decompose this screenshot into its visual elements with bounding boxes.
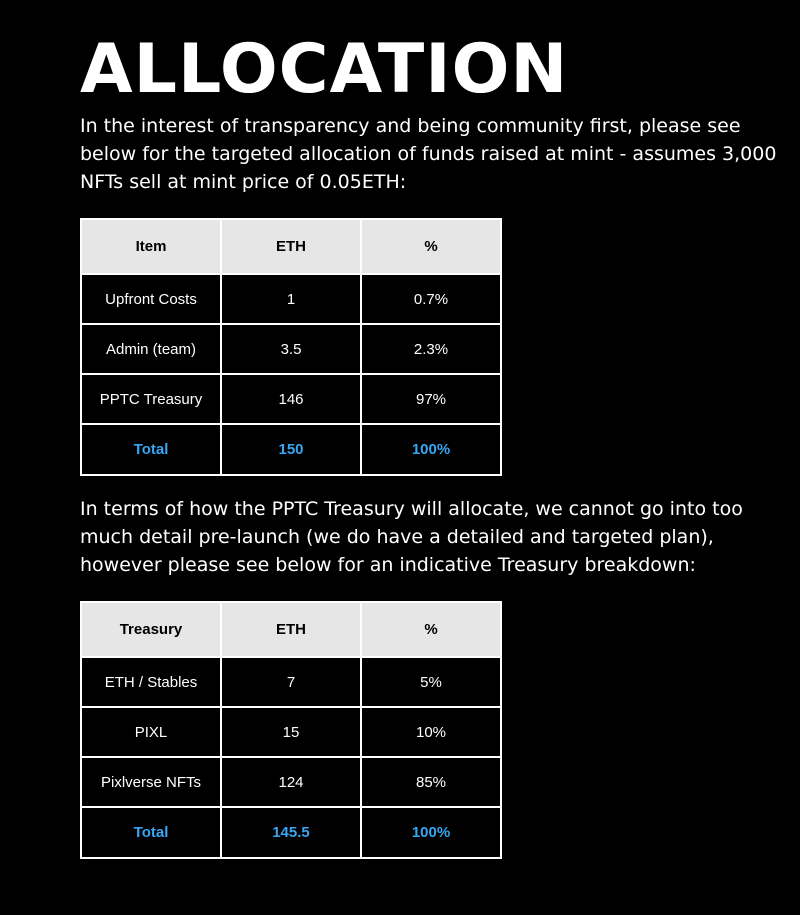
cell-eth: 146 [220, 373, 362, 425]
cell-eth: 3.5 [220, 323, 362, 375]
table-total-row: Total 145.5 100% [80, 806, 502, 859]
cell-eth: 7 [220, 656, 362, 708]
cell-eth: 1 [220, 273, 362, 325]
total-eth: 150 [220, 423, 362, 476]
cell-percent: 5% [360, 656, 502, 708]
cell-item: ETH / Stables [80, 656, 222, 708]
table-total-row: Total 150 100% [80, 423, 502, 476]
column-header-percent: % [360, 218, 502, 275]
table-row: Upfront Costs 1 0.7% [80, 273, 502, 325]
table-row: ETH / Stables 7 5% [80, 656, 502, 708]
total-label: Total [80, 423, 222, 476]
cell-percent: 97% [360, 373, 502, 425]
column-header-item: Item [80, 218, 222, 275]
cell-percent: 2.3% [360, 323, 502, 375]
treasury-intro-paragraph: In terms of how the PPTC Treasury will a… [80, 498, 743, 576]
table-header-row: Item ETH % [80, 218, 502, 275]
cell-eth: 15 [220, 706, 362, 758]
table-header-row: Treasury ETH % [80, 601, 502, 658]
cell-percent: 85% [360, 756, 502, 808]
cell-eth: 124 [220, 756, 362, 808]
table-row: PPTC Treasury 146 97% [80, 373, 502, 425]
treasury-table: Treasury ETH % ETH / Stables 7 5% PIXL 1… [80, 601, 502, 859]
column-header-treasury: Treasury [80, 601, 222, 658]
cell-item: PIXL [80, 706, 222, 758]
cell-item: PPTC Treasury [80, 373, 222, 425]
table-row: Admin (team) 3.5 2.3% [80, 323, 502, 375]
total-eth: 145.5 [220, 806, 362, 859]
table-row: Pixlverse NFTs 124 85% [80, 756, 502, 808]
column-header-eth: ETH [220, 601, 362, 658]
cell-percent: 0.7% [360, 273, 502, 325]
allocation-table: Item ETH % Upfront Costs 1 0.7% Admin (t… [80, 218, 502, 476]
column-header-percent: % [360, 601, 502, 658]
column-header-eth: ETH [220, 218, 362, 275]
cell-item: Upfront Costs [80, 273, 222, 325]
intro-paragraph: In the interest of transparency and bein… [80, 115, 777, 193]
page-title: ALLOCATION [80, 30, 569, 109]
cell-item: Admin (team) [80, 323, 222, 375]
total-percent: 100% [360, 806, 502, 859]
total-label: Total [80, 806, 222, 859]
cell-percent: 10% [360, 706, 502, 758]
total-percent: 100% [360, 423, 502, 476]
cell-item: Pixlverse NFTs [80, 756, 222, 808]
table-row: PIXL 15 10% [80, 706, 502, 758]
